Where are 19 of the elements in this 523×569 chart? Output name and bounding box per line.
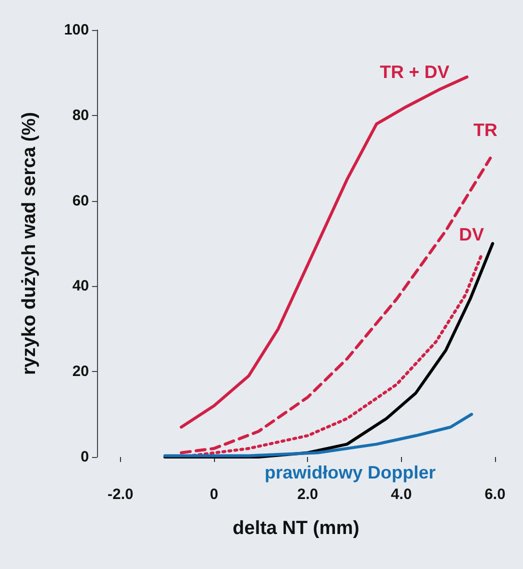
y-tick-label: 40: [72, 278, 89, 295]
y-tick-label: 100: [64, 22, 89, 38]
line-series: [180, 156, 492, 454]
x-axis-title: delta NT (mm): [232, 518, 360, 539]
series-label: TR + DV: [380, 62, 450, 82]
x-tick-label: -2.0: [107, 486, 134, 503]
y-tick-label: 20: [72, 363, 89, 380]
y-tick-label: 60: [72, 192, 89, 210]
y-tick-label: 0: [80, 448, 89, 466]
x-tick-label: 4.0: [390, 486, 412, 503]
y-axis-title: ryzyko dużych wad serca (%): [19, 112, 40, 375]
series-label: prawidłowy Doppler: [264, 462, 436, 482]
x-tick-label: 0: [210, 486, 218, 503]
series-label: TR: [473, 120, 498, 140]
y-tick-label: 80: [72, 106, 89, 124]
x-tick-label: 6.0: [484, 486, 506, 503]
line-series: [163, 412, 474, 458]
series-label: DV: [458, 224, 484, 244]
x-tick-label: 2.0: [297, 486, 318, 503]
